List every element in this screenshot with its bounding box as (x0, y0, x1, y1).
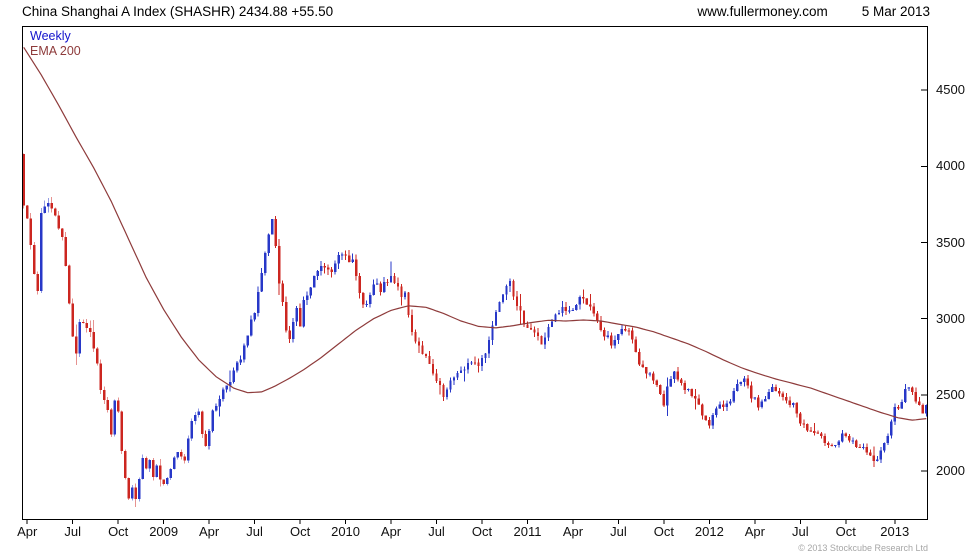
x-axis-label: Jul (246, 524, 263, 539)
chart-header: China Shanghai A Index (SHASHR) 2434.88 … (22, 4, 930, 19)
x-axis-label: Apr (744, 524, 765, 539)
y-axis-label: 2000 (936, 463, 965, 479)
x-axis-label: Jul (610, 524, 627, 539)
x-axis-label: Oct (653, 524, 674, 539)
x-axis-label: 2012 (694, 524, 724, 539)
x-axis-label: 2013 (880, 524, 910, 539)
x-axis-label: Oct (471, 524, 493, 539)
copyright-notice: © 2013 Stockcube Research Ltd (798, 543, 928, 553)
y-axis-label: 3000 (936, 310, 965, 326)
y-axis-label: 4000 (936, 158, 965, 174)
x-axis-label: Apr (380, 524, 402, 539)
x-axis-label: Oct (289, 524, 311, 539)
x-axis-label: Jul (792, 524, 809, 539)
website-link[interactable]: www.fullermoney.com (697, 4, 828, 19)
x-axis-label: Apr (562, 524, 584, 539)
x-axis-label: 2011 (513, 524, 542, 539)
header-right: www.fullermoney.com 5 Mar 2013 (697, 4, 930, 19)
x-axis-label: Apr (17, 524, 38, 539)
y-axis-label: 2500 (936, 386, 965, 402)
chart-date: 5 Mar 2013 (861, 4, 930, 19)
plot-frame (22, 26, 928, 524)
chart-legend: Weekly EMA 200 (30, 29, 81, 59)
x-axis-label: 2009 (149, 524, 179, 539)
x-axis-label: Jul (428, 524, 445, 539)
y-axis-label: 3500 (936, 234, 965, 250)
legend-ema-label: EMA 200 (30, 44, 81, 58)
x-axis-label: Oct (108, 524, 129, 539)
legend-timeframe-label: Weekly (30, 29, 71, 43)
y-axis-label: 4500 (936, 82, 965, 98)
ema-line (23, 46, 927, 421)
x-axis-label: Jul (64, 524, 82, 539)
chart-title: China Shanghai A Index (SHASHR) 2434.88 … (22, 4, 334, 19)
x-axis-label: 2010 (331, 524, 361, 539)
x-axis-label: Apr (199, 524, 220, 539)
candles (22, 153, 928, 507)
x-axis-label: Oct (835, 524, 856, 539)
